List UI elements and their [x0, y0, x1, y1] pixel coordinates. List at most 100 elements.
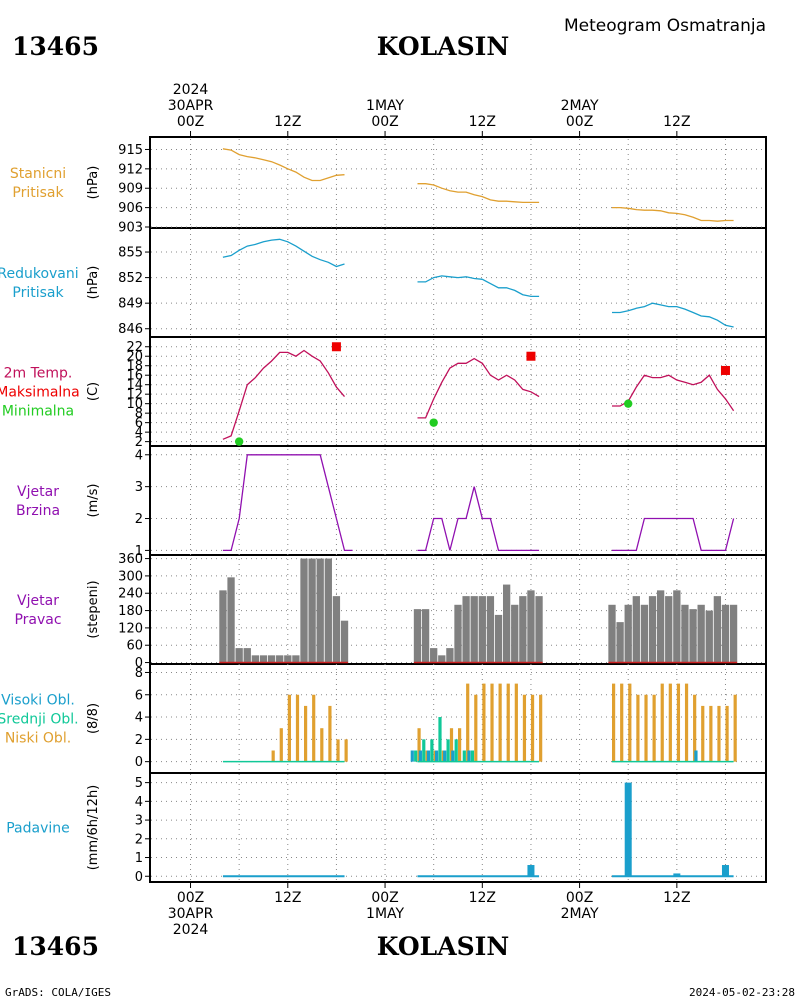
- x-tick-label: 00Z: [177, 890, 204, 906]
- generation-timestamp: 2024-05-02-23:28: [689, 986, 795, 999]
- panel-wind_speed: 1 2 3 4 (m/s) Vjetar Brzina: [16, 448, 765, 559]
- panel-variable-label: Pravac: [14, 612, 61, 628]
- cloud-bar: [320, 728, 324, 762]
- cloud-bar: [612, 683, 616, 762]
- cloud-bar: [410, 750, 414, 762]
- tmin-marker: [429, 418, 438, 427]
- cloud-bar: [449, 728, 454, 762]
- direction-bar: [632, 596, 640, 663]
- tmax-marker: [720, 365, 730, 375]
- panel-variable-label: Niski Obl.: [5, 731, 71, 747]
- y-tick-label: 4: [135, 426, 143, 441]
- y-tick-label: 14: [126, 378, 143, 393]
- x-tick-label: 12Z: [274, 890, 301, 906]
- direction-bar: [624, 604, 632, 663]
- cloud-bar: [454, 739, 458, 762]
- direction-bar: [665, 596, 673, 663]
- direction-bar: [243, 648, 251, 663]
- cloud-bar: [474, 694, 478, 762]
- y-tick-label: 8: [135, 407, 143, 422]
- station-id-bottom: 13465: [12, 932, 99, 961]
- y-tick-label: 2: [135, 733, 143, 748]
- cloud-bar: [458, 728, 462, 762]
- x-tick-label: 12Z: [663, 890, 690, 906]
- cloud-bar: [693, 694, 697, 762]
- y-tick-label: 60: [126, 639, 143, 654]
- cloud-bar: [417, 728, 421, 762]
- y-tick-label: 5: [135, 776, 143, 791]
- direction-bar: [324, 558, 332, 663]
- y-tick-label: 4: [135, 711, 143, 726]
- x-tick-label: 1MAY: [366, 98, 404, 114]
- cloud-bar: [694, 750, 698, 762]
- precip-bar: [673, 873, 681, 877]
- tmax-marker: [331, 342, 341, 352]
- direction-bar: [284, 655, 292, 663]
- software-credit: GrADS: COLA/IGES: [5, 986, 111, 999]
- y-tick-label: 915: [118, 143, 143, 158]
- cloud-bar: [506, 683, 510, 762]
- panel-unit-label: (hPa): [86, 166, 101, 200]
- y-tick-label: 18: [126, 359, 143, 374]
- direction-bar: [519, 596, 527, 663]
- direction-bar: [235, 648, 243, 663]
- x-tick-label: 12Z: [274, 114, 301, 130]
- cloud-bar: [676, 683, 681, 762]
- y-tick-label: 906: [118, 201, 143, 216]
- series-line: [417, 183, 540, 204]
- panel-reduced_pressure: 846 849 852 855 (hPa) Redukovani Pritisak: [0, 238, 765, 337]
- series-line: [417, 357, 540, 419]
- x-tick-label: 2024: [173, 922, 209, 938]
- cloud-bar: [514, 683, 518, 762]
- y-tick-label: 10: [126, 397, 143, 412]
- cloud-bar: [422, 739, 426, 762]
- cloud-bar: [482, 683, 486, 762]
- tmax-marker: [526, 351, 536, 361]
- cloud-bar: [443, 750, 447, 762]
- direction-bar: [259, 655, 268, 663]
- precip-bar: [624, 782, 632, 877]
- x-tick-label: 1MAY: [366, 906, 404, 922]
- x-tick-label: 2024: [173, 82, 209, 98]
- y-tick-label: 16: [126, 369, 143, 384]
- panels: 903906909912915(hPa)StanicniPritisak8468…: [0, 136, 767, 885]
- series-line: [417, 275, 540, 298]
- y-tick-label: 852: [118, 271, 143, 286]
- cloud-bar: [336, 739, 340, 762]
- station-name-top: KOLASIN: [377, 32, 509, 61]
- y-tick-label: 0: [135, 755, 143, 770]
- cloud-bar: [312, 694, 316, 762]
- panel-variable-label: Stanicni: [10, 166, 66, 182]
- x-tick-label: 00Z: [177, 114, 204, 130]
- direction-bar: [713, 596, 722, 663]
- cloud-bar: [539, 694, 543, 762]
- y-tick-label: 20: [126, 350, 143, 365]
- y-tick-label: 849: [118, 297, 143, 312]
- panel-unit-label: (8/8): [86, 703, 101, 734]
- cloud-bar: [498, 683, 502, 762]
- series-line: [222, 238, 345, 268]
- panel-unit-label: (hPa): [86, 266, 101, 300]
- direction-bar: [697, 604, 705, 663]
- direction-bar: [276, 655, 284, 663]
- y-tick-label: 912: [118, 162, 143, 177]
- precip-bar: [527, 865, 535, 877]
- cloud-bar: [287, 694, 291, 762]
- cloud-bar: [414, 750, 418, 762]
- direction-bar: [446, 648, 454, 663]
- direction-bar: [462, 596, 470, 663]
- cloud-bar: [684, 683, 689, 762]
- series-line: [222, 349, 345, 440]
- cloud-bar: [717, 705, 721, 762]
- y-tick-label: 1: [135, 851, 143, 866]
- tmin-marker: [624, 399, 633, 408]
- direction-bar: [656, 590, 665, 663]
- panel-precipitation: 0 1 2 3 4 5 (mm/6h/12h) Padavine: [6, 776, 765, 885]
- cloud-bar: [426, 750, 431, 762]
- panel-variable-label: Srednji Obl.: [0, 712, 79, 728]
- panel-variable-label: Maksimalna: [0, 385, 80, 401]
- cloud-bar: [522, 694, 527, 762]
